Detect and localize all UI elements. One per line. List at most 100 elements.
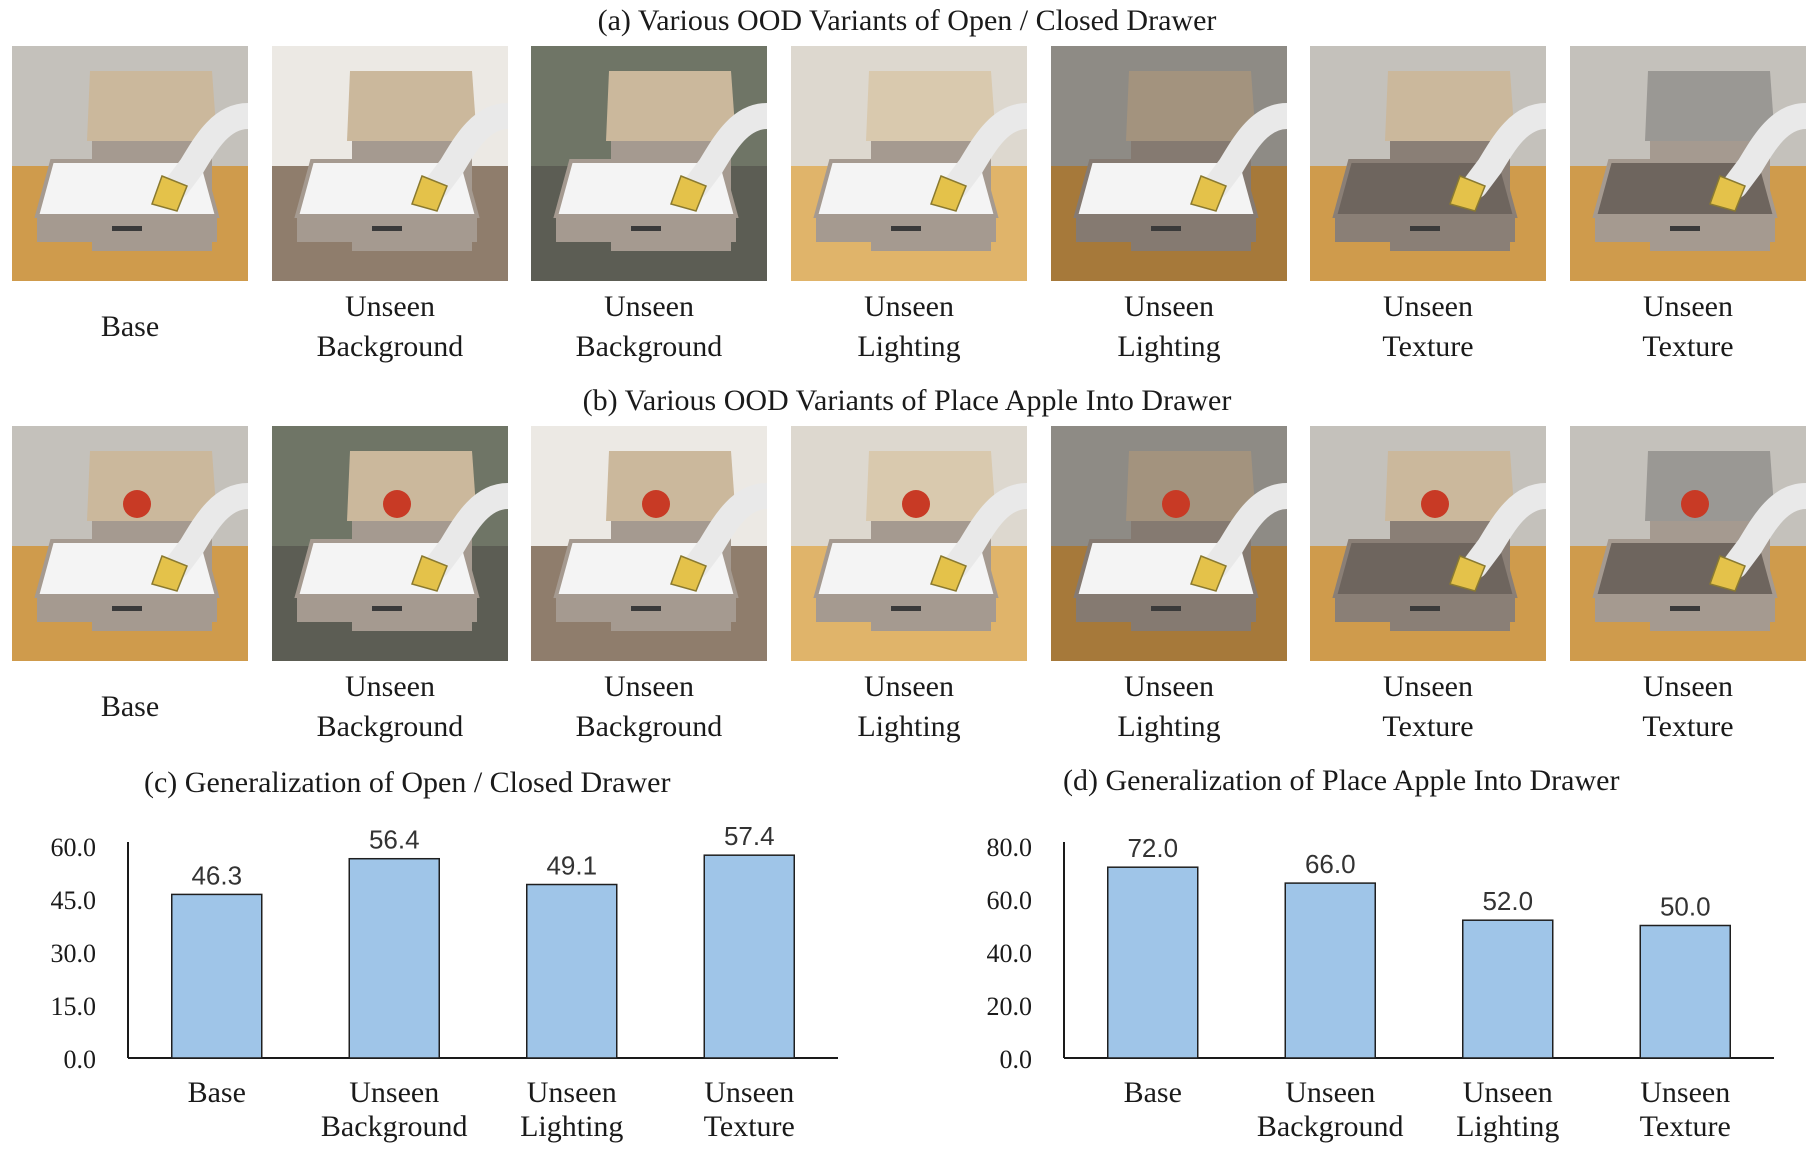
drawer-handle [112, 606, 142, 611]
cabinet-top [866, 71, 996, 141]
variant-thumbnail-cell: Unseen Background [272, 426, 508, 747]
robot-gripper [670, 555, 707, 592]
bar [526, 883, 618, 1059]
variant-caption: Unseen Lighting [791, 287, 1027, 367]
robot-arm [164, 483, 248, 579]
variant-image [272, 46, 508, 281]
x-category-label: Background [321, 1110, 468, 1143]
variant-caption-line: Texture [1642, 330, 1734, 363]
y-tick-label: 30.0 [51, 939, 97, 968]
robot-gripper [1449, 175, 1486, 212]
variant-image [1051, 46, 1287, 281]
x-category-label: Unseen [704, 1076, 794, 1109]
robot-gripper [1449, 555, 1486, 592]
robot-arm [683, 103, 767, 199]
variant-caption: Unseen Background [272, 287, 508, 367]
x-category-label: Base [1124, 1076, 1182, 1109]
y-tick-label: 80.0 [987, 833, 1033, 862]
variant-caption-line: Unseen [1643, 290, 1733, 323]
bar-value-label: 50.0 [1660, 892, 1711, 922]
drawer-handle [1670, 606, 1700, 611]
cabinet-top [87, 451, 217, 521]
variant-caption: Unseen Lighting [1051, 287, 1287, 367]
variant-caption-line: Unseen [1643, 670, 1733, 703]
apple [902, 490, 930, 518]
variant-image [12, 426, 248, 661]
variant-caption-line: Unseen [345, 670, 435, 703]
cabinet-top [1126, 451, 1256, 521]
bar [171, 893, 263, 1059]
drawer-handle [112, 226, 142, 231]
bar [1284, 882, 1376, 1059]
drawer-handle [372, 226, 402, 231]
variant-image [1310, 426, 1546, 661]
variant-caption-line: Unseen [345, 290, 435, 323]
variant-caption-line: Unseen [1124, 290, 1214, 323]
variant-thumbnail-cell: Unseen Lighting [1051, 426, 1287, 747]
variant-caption-line: Base [100, 690, 160, 723]
variant-caption-line: Lighting [1117, 710, 1221, 743]
robot-arm [1722, 103, 1806, 199]
bar-value-label: 46.3 [191, 860, 242, 890]
robot-gripper [151, 555, 188, 592]
bar [1107, 866, 1199, 1059]
variant-caption-line: Base [100, 310, 160, 343]
variant-caption-line: Background [316, 330, 464, 363]
variant-caption: Unseen Texture [1310, 667, 1546, 747]
apple [642, 490, 670, 518]
chart-d-title: (d) Generalization of Place Apple Into D… [1063, 764, 1620, 797]
drawer-handle [631, 606, 661, 611]
robot-arm [1462, 483, 1546, 579]
chart-c-title: (c) Generalization of Open / Closed Draw… [144, 766, 671, 799]
variant-caption: Unseen Background [272, 667, 508, 747]
variant-caption: Unseen Texture [1570, 667, 1806, 747]
variant-thumbnail-cell: Unseen Lighting [791, 426, 1027, 747]
robot-gripper [930, 555, 967, 592]
variant-caption-line: Unseen [1124, 670, 1214, 703]
variant-caption-line: Unseen [864, 290, 954, 323]
variant-image [1310, 46, 1546, 281]
x-category-label: Background [1257, 1110, 1404, 1143]
variant-caption-line: Unseen [1383, 670, 1473, 703]
variant-caption-line: Background [316, 710, 464, 743]
drawer-handle [372, 606, 402, 611]
x-category-label: Unseen [1640, 1076, 1730, 1109]
variant-caption-line: Background [575, 710, 723, 743]
panel-a-image-row: Base Unseen Background Unseen Background Unse… [12, 46, 1806, 376]
variant-image [531, 46, 767, 281]
variant-caption: Unseen Lighting [1051, 667, 1287, 747]
variant-thumbnail-cell: Unseen Texture [1570, 426, 1806, 747]
variant-thumbnail-cell: Unseen Background [272, 46, 508, 367]
cabinet-top [606, 71, 736, 141]
variant-image [1570, 426, 1806, 661]
variant-image [272, 426, 508, 661]
robot-arm [1722, 483, 1806, 579]
robot-arm [683, 483, 767, 579]
variant-thumbnail-cell: Unseen Lighting [1051, 46, 1287, 367]
y-tick-label: 0.0 [64, 1045, 97, 1074]
robot-arm [1462, 103, 1546, 199]
variant-caption: Unseen Lighting [791, 667, 1027, 747]
y-tick-label: 20.0 [987, 992, 1033, 1021]
y-tick-label: 60.0 [987, 886, 1033, 915]
variant-image [791, 426, 1027, 661]
x-category-label: Base [188, 1076, 246, 1109]
bar-value-label: 57.4 [724, 821, 775, 851]
x-category-label: Texture [1640, 1110, 1731, 1143]
variant-caption: Unseen Texture [1310, 287, 1546, 367]
variant-thumbnail-cell: Base [12, 46, 248, 347]
x-category-label: Unseen [349, 1076, 439, 1109]
robot-arm [943, 103, 1027, 199]
variant-caption-line: Unseen [864, 670, 954, 703]
robot-arm [1203, 103, 1287, 199]
variant-thumbnail-cell: Unseen Texture [1310, 46, 1546, 367]
marble-top [1645, 451, 1775, 521]
variant-caption-line: Texture [1642, 710, 1734, 743]
variant-caption-line: Background [575, 330, 723, 363]
cabinet-top [87, 71, 217, 141]
x-category-label: Lighting [520, 1110, 623, 1143]
bar-value-label: 52.0 [1482, 886, 1533, 916]
variant-caption: Base [12, 287, 248, 347]
bar [1639, 924, 1731, 1059]
x-category-label: Unseen [527, 1076, 617, 1109]
